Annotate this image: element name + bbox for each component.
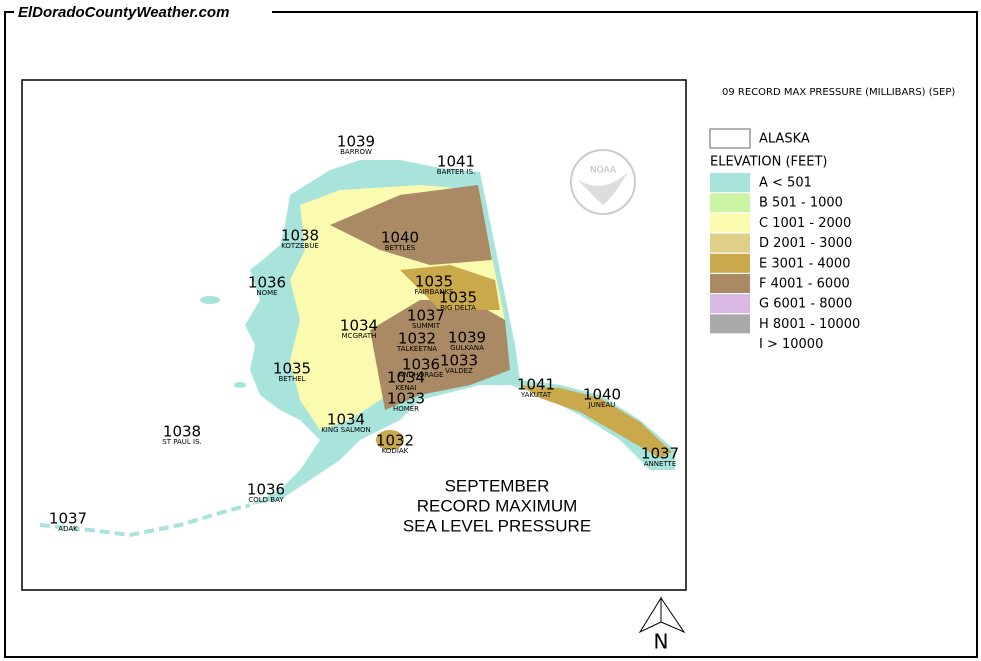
- station-name: BETHEL: [278, 375, 305, 383]
- arrow-left: [638, 596, 662, 634]
- station-value: 1034: [340, 317, 378, 335]
- station-value: 1034: [387, 369, 425, 387]
- legend-label: G 6001 - 8000: [759, 297, 852, 312]
- station-name: JUNEAU: [588, 401, 616, 409]
- station-name: VALDEZ: [445, 367, 473, 375]
- aleutians: [39, 503, 251, 538]
- station-value: 1034: [327, 411, 365, 429]
- outline-label: ALASKA: [759, 132, 810, 147]
- noaa-logo: NOAA: [570, 149, 636, 215]
- station-value: 1039: [448, 329, 486, 347]
- legend-swatch: [710, 274, 750, 293]
- island: [234, 382, 246, 388]
- legend-swatch: [710, 173, 750, 192]
- station-value: 1037: [407, 307, 445, 325]
- station-value: 1035: [415, 273, 453, 291]
- station-name: ADAK: [58, 525, 78, 533]
- legend-swatch: [710, 193, 750, 213]
- station-value: 1038: [281, 227, 319, 245]
- north-label: N: [654, 630, 669, 654]
- elevation-e: [520, 385, 672, 458]
- legend-label: E 3001 - 4000: [759, 256, 850, 271]
- station-value: 1041: [437, 153, 475, 171]
- station-value: 1037: [49, 510, 87, 528]
- station-value: 1036: [402, 356, 440, 374]
- legend-label: H 8001 - 10000: [759, 317, 860, 332]
- station-value: 1038: [163, 423, 201, 441]
- frame: [4, 11, 978, 658]
- alaska-map: [39, 160, 675, 538]
- legend-swatch: [710, 253, 750, 273]
- station-value: 1037: [641, 445, 679, 463]
- legend-swatch: [710, 213, 750, 233]
- legend-label: I > 10000: [759, 337, 823, 352]
- station-value: 1033: [387, 390, 425, 408]
- station-value: 1035: [273, 360, 311, 378]
- logo-circle: [570, 149, 636, 215]
- elevation-f: [330, 185, 492, 265]
- station-name: ANCHORAGE: [399, 371, 444, 379]
- legend-title: 09 RECORD MAX PRESSURE (MILLIBARS) (SEP): [722, 87, 955, 98]
- station-name: FAIRBANKS: [415, 288, 455, 296]
- site-title: ElDoradoCountyWeather.com: [18, 4, 229, 21]
- station-name: BETTLES: [385, 244, 416, 252]
- logo-text: NOAA: [590, 166, 617, 176]
- station-value: 1039: [337, 133, 375, 151]
- map-title-line: SEPTEMBER: [445, 476, 550, 495]
- island: [376, 430, 404, 450]
- station-value: 1033: [440, 352, 478, 370]
- island: [200, 296, 220, 304]
- title-bg: [14, 3, 272, 23]
- elevation-e: [400, 265, 500, 310]
- logo-bird: [578, 172, 628, 205]
- station-value: 1035: [439, 289, 477, 307]
- arrow-right: [660, 596, 686, 634]
- station-value: 1036: [247, 481, 285, 499]
- station-name: SUMMIT: [412, 322, 441, 330]
- map-title-line: RECORD MAXIMUM: [417, 496, 578, 515]
- station-name: BIG DELTA: [440, 304, 476, 312]
- station-name: KOTZEBUE: [281, 242, 319, 250]
- station-value: 1032: [376, 432, 414, 450]
- legend-swatch: [710, 294, 750, 314]
- map-title-line: SEA LEVEL PRESSURE: [403, 516, 591, 535]
- station-name: MCGRATH: [342, 332, 377, 340]
- legend-label: F 4001 - 6000: [759, 277, 850, 292]
- station-name: NOME: [256, 289, 277, 297]
- station-name: COLD BAY: [248, 496, 284, 504]
- station-name: BARTER IS.: [437, 168, 475, 176]
- legend-swatch: [710, 314, 750, 334]
- station-value: 1040: [583, 386, 621, 404]
- station-value: 1041: [517, 376, 555, 394]
- legend-label: C 1001 - 2000: [759, 216, 851, 231]
- station-name: KODIAK: [382, 447, 409, 455]
- station-name: TALKEETNA: [396, 345, 437, 353]
- station-name: ANNETTE: [644, 460, 677, 468]
- station-value: 1036: [248, 274, 286, 292]
- legend-swatch: [710, 233, 750, 253]
- station-value: 1040: [381, 229, 419, 247]
- station-name: KENAI: [395, 384, 416, 392]
- legend-label: B 501 - 1000: [759, 196, 843, 211]
- legend-label: A < 501: [759, 176, 812, 191]
- station-name: YAKUTAT: [520, 391, 552, 399]
- station-name: BARROW: [340, 148, 372, 156]
- elevation-f: [370, 300, 510, 410]
- outline-swatch: [709, 128, 751, 149]
- station-name: KING SALMON: [321, 426, 371, 434]
- station-name: GULKANA: [450, 344, 484, 352]
- station-name: ST PAUL IS.: [162, 438, 202, 446]
- north-arrow: N: [638, 596, 686, 654]
- legend-label: D 2001 - 3000: [759, 236, 852, 251]
- legend-items: A < 501 B 501 - 1000 C 1001 - 2000 D 2001 -…: [710, 173, 860, 352]
- station-name: HOMER: [393, 405, 419, 413]
- station-value: 1032: [398, 330, 436, 348]
- elevation-title: ELEVATION (FEET): [710, 155, 827, 170]
